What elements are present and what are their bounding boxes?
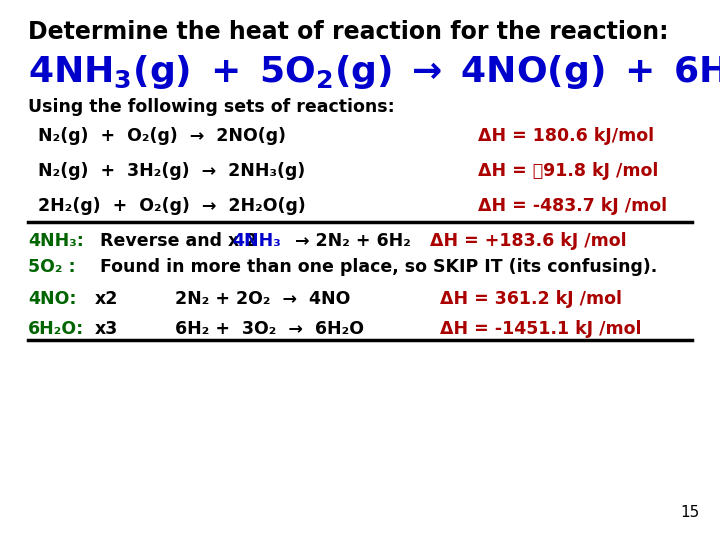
Text: ΔH = ⁲91.8 kJ /mol: ΔH = ⁲91.8 kJ /mol — [478, 162, 658, 180]
Text: 4NH₃:: 4NH₃: — [28, 232, 84, 250]
Text: 6H₂O:: 6H₂O: — [28, 320, 84, 338]
Text: ΔH = +183.6 kJ /mol: ΔH = +183.6 kJ /mol — [418, 232, 626, 250]
Text: $\mathbf{4NH_3(g)\ +\ 5O_2(g)\ \rightarrow\ 4NO(g)\ +\ 6H_2O(g)}$: $\mathbf{4NH_3(g)\ +\ 5O_2(g)\ \rightarr… — [28, 53, 720, 91]
Text: N₂(g)  +  3H₂(g)  →  2NH₃(g): N₂(g) + 3H₂(g) → 2NH₃(g) — [38, 162, 305, 180]
Text: N₂(g)  +  O₂(g)  →  2NO(g): N₂(g) + O₂(g) → 2NO(g) — [38, 127, 286, 145]
Text: ΔH = -1451.1 kJ /mol: ΔH = -1451.1 kJ /mol — [440, 320, 642, 338]
Text: ΔH = -483.7 kJ /mol: ΔH = -483.7 kJ /mol — [478, 197, 667, 215]
Text: 5O₂ :: 5O₂ : — [28, 258, 76, 276]
Text: x2: x2 — [95, 290, 118, 308]
Text: Using the following sets of reactions:: Using the following sets of reactions: — [28, 98, 395, 116]
Text: Reverse and x 2: Reverse and x 2 — [100, 232, 264, 250]
Text: ΔH = 180.6 kJ/mol: ΔH = 180.6 kJ/mol — [478, 127, 654, 145]
Text: 15: 15 — [680, 505, 700, 520]
Text: 4NH₃: 4NH₃ — [232, 232, 281, 250]
Text: 2H₂(g)  +  O₂(g)  →  2H₂O(g): 2H₂(g) + O₂(g) → 2H₂O(g) — [38, 197, 306, 215]
Text: 4NO:: 4NO: — [28, 290, 76, 308]
Text: 6H₂ +  3O₂  →  6H₂O: 6H₂ + 3O₂ → 6H₂O — [175, 320, 364, 338]
Text: ΔH = 361.2 kJ /mol: ΔH = 361.2 kJ /mol — [440, 290, 622, 308]
Text: Found in more than one place, so SKIP IT (its confusing).: Found in more than one place, so SKIP IT… — [100, 258, 657, 276]
Text: x3: x3 — [95, 320, 118, 338]
Text: 2N₂ + 2O₂  →  4NO: 2N₂ + 2O₂ → 4NO — [175, 290, 351, 308]
Text: Determine the heat of reaction for the reaction:: Determine the heat of reaction for the r… — [28, 20, 668, 44]
Text: → 2N₂ + 6H₂: → 2N₂ + 6H₂ — [295, 232, 411, 250]
